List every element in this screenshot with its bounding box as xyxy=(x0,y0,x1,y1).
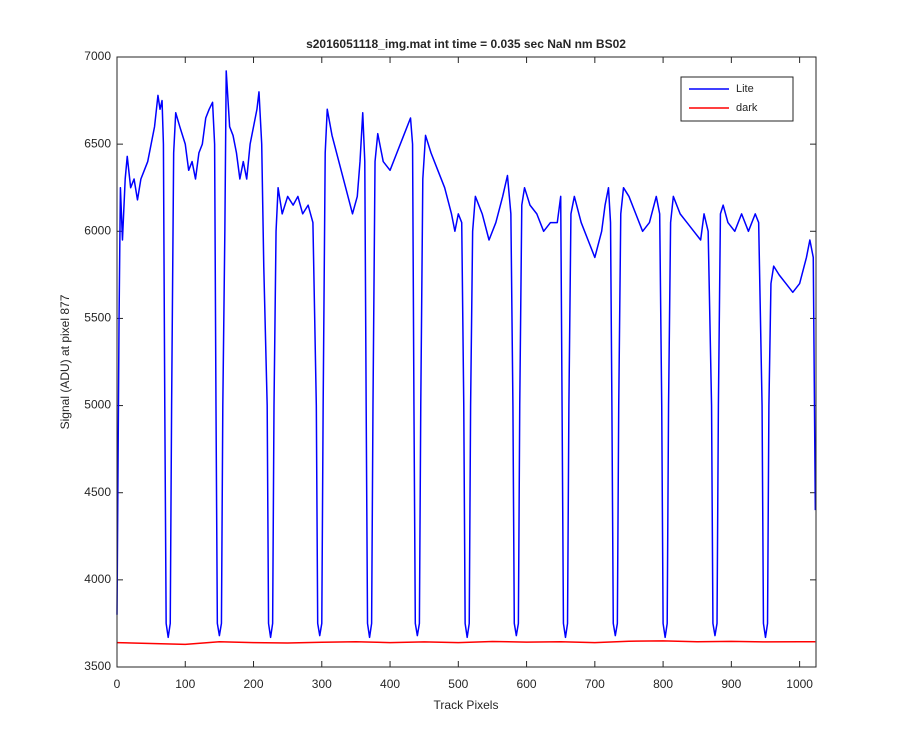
y-tick-label: 4000 xyxy=(84,572,111,586)
y-tick-label: 4500 xyxy=(84,485,111,499)
x-tick-label: 900 xyxy=(721,677,741,691)
x-tick-label: 400 xyxy=(380,677,400,691)
y-tick-label: 7000 xyxy=(84,49,111,63)
y-tick-label: 6000 xyxy=(84,223,111,237)
legend-box xyxy=(680,76,794,122)
x-tick-label: 500 xyxy=(448,677,468,691)
chart-title: s2016051118_img.mat int time = 0.035 sec… xyxy=(306,37,626,51)
x-tick-label: 600 xyxy=(517,677,537,691)
x-axis-label: Track Pixels xyxy=(434,698,499,712)
x-tick-label: 0 xyxy=(114,677,121,691)
x-tick-label: 200 xyxy=(244,677,264,691)
line-series xyxy=(116,640,816,646)
legend-label: dark xyxy=(736,102,758,114)
y-tick-label: 3500 xyxy=(84,659,111,673)
x-tick-label: 300 xyxy=(312,677,332,691)
plot-area xyxy=(117,57,816,667)
legend-label: Lite xyxy=(736,83,754,95)
y-tick-label: 6500 xyxy=(84,136,111,150)
y-axis-label: Signal (ADU) at pixel 877 xyxy=(58,294,72,429)
x-tick-label: 800 xyxy=(653,677,673,691)
y-tick-label: 5000 xyxy=(84,398,111,412)
axes-box xyxy=(116,56,817,668)
x-tick-label: 700 xyxy=(585,677,605,691)
y-tick-label: 5500 xyxy=(84,311,111,325)
x-tick-label: 100 xyxy=(175,677,195,691)
line-series xyxy=(116,70,817,639)
x-tick-label: 1000 xyxy=(786,677,813,691)
